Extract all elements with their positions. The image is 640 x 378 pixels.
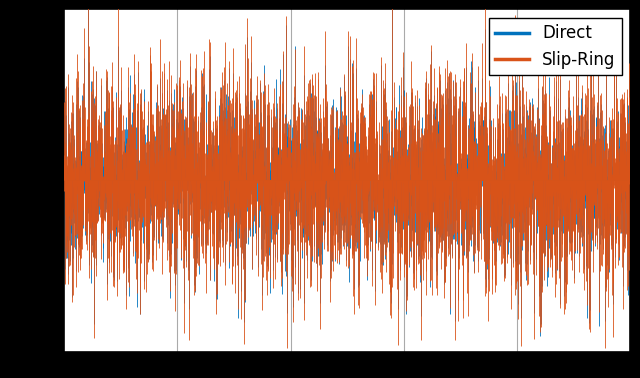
Legend: Direct, Slip-Ring: Direct, Slip-Ring (489, 18, 622, 76)
